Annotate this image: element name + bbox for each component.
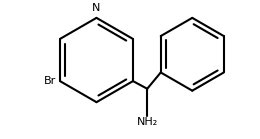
Text: NH₂: NH₂ [136,117,158,127]
Text: N: N [92,3,101,13]
Text: Br: Br [44,76,56,86]
